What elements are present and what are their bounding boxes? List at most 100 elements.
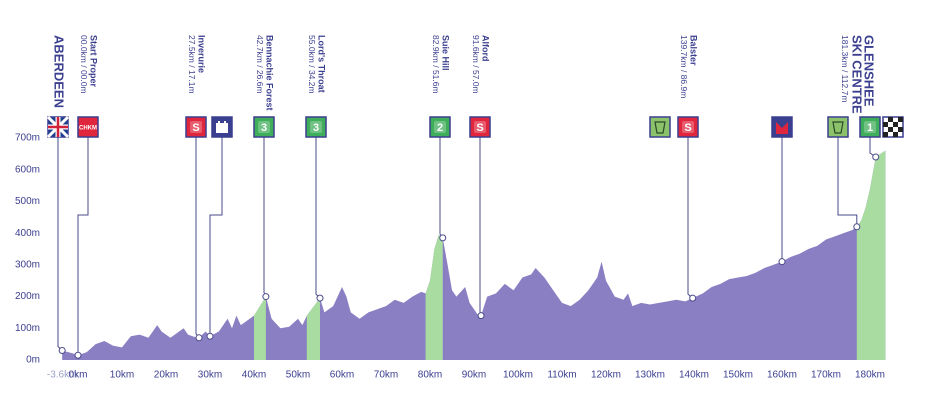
icon-inner <box>258 121 270 133</box>
y-tick-label: 0m <box>26 355 40 366</box>
icon-label: 3 <box>261 122 267 134</box>
icon-label: S <box>476 122 483 134</box>
point <box>477 312 485 320</box>
icon <box>469 116 491 138</box>
x-tick-label: 100km <box>503 370 533 381</box>
climb-area <box>306 298 320 360</box>
point-name: SKI CENTRE <box>850 35 865 114</box>
point <box>853 223 861 231</box>
x-tick-label: 180km <box>855 370 885 381</box>
connector <box>195 137 200 339</box>
x-tick-label: 60km <box>330 370 354 381</box>
x-tick-label: 50km <box>286 370 310 381</box>
connector <box>479 137 482 316</box>
point <box>439 234 447 242</box>
icon-inner <box>682 121 694 133</box>
x-tick-label: 140km <box>679 370 709 381</box>
icon <box>77 116 99 138</box>
x-tick-label: -3.6km <box>47 370 78 381</box>
x-tick-label: 120km <box>591 370 621 381</box>
checker <box>888 117 893 122</box>
checker <box>883 132 888 137</box>
icon-label: S <box>192 122 199 134</box>
icon-label: CHKM <box>79 126 97 132</box>
y-tick-label: 500m <box>15 196 40 207</box>
icon-label: S <box>684 122 691 134</box>
y-tick-label: 600m <box>15 164 40 175</box>
icon-label: 2 <box>437 122 443 134</box>
icon <box>429 116 451 138</box>
feed-shape <box>832 121 844 134</box>
x-tick-label: 150km <box>723 370 753 381</box>
point-distance: 55.0km / 34.2m <box>307 35 317 94</box>
icon <box>859 116 881 138</box>
climb-area <box>856 150 886 360</box>
y-tick-label: 700m <box>15 133 40 144</box>
point-name: GLENSHEE <box>862 35 877 107</box>
icon <box>253 116 275 138</box>
y-tick-label: 200m <box>15 291 40 302</box>
point-name: Bennachie Forest <box>265 35 275 111</box>
checker <box>883 122 888 127</box>
connector <box>837 137 858 227</box>
point-distance: 139.7km / 86.9m <box>679 35 689 98</box>
connector <box>57 137 63 351</box>
x-tick-label: 170km <box>811 370 841 381</box>
point <box>689 294 697 302</box>
point-name: Start Proper <box>89 35 99 88</box>
x-tick-label: 70km <box>374 370 398 381</box>
x-tick-label: 30km <box>198 370 222 381</box>
connector <box>439 137 444 239</box>
connector <box>209 137 223 337</box>
point <box>195 334 203 342</box>
icon <box>305 116 327 138</box>
icon-label: 3 <box>313 122 319 134</box>
point-name: Balster <box>689 35 699 66</box>
profile-area <box>62 150 886 360</box>
connector <box>687 137 694 299</box>
x-tick-label: 160km <box>767 370 797 381</box>
connector <box>77 137 89 356</box>
x-tick-label: 80km <box>418 370 442 381</box>
icon <box>185 116 207 138</box>
point <box>262 293 270 301</box>
icon-inner <box>190 121 202 133</box>
point-distance: 181.3km / 112.7m <box>840 35 850 102</box>
y-tick-label: 300m <box>15 259 40 270</box>
y-tick-label: 400m <box>15 228 40 239</box>
point-name: Alford <box>481 35 491 62</box>
feed-shape <box>654 121 666 134</box>
checker <box>888 127 893 132</box>
point <box>778 258 786 266</box>
checker <box>898 117 903 122</box>
point-name: Suie Hill <box>441 35 451 71</box>
x-tick-label: 20km <box>154 370 178 381</box>
point-distance: 82.9km / 51.6m <box>431 35 441 94</box>
icon-label: 1 <box>867 122 873 134</box>
kom-shape <box>776 122 788 134</box>
feed-icon <box>649 116 671 138</box>
point-distance: 27.5km / 17.1m <box>187 35 197 94</box>
x-tick-label: 90km <box>462 370 486 381</box>
icon-inner <box>864 121 876 133</box>
point <box>74 351 82 359</box>
castle-shape <box>216 121 228 133</box>
point-name: ABERDEEN <box>52 35 67 108</box>
x-tick-label: 10km <box>110 370 134 381</box>
point-name: Inverurie <box>197 35 207 73</box>
climb-area <box>254 296 266 360</box>
point-distance: 91.6km / 57.0m <box>471 35 481 94</box>
point <box>58 346 66 354</box>
checker <box>893 122 898 127</box>
flag-cross <box>48 117 68 137</box>
icon-inner <box>474 121 486 133</box>
x-tick-label: 130km <box>635 370 665 381</box>
point <box>872 153 880 161</box>
point-distance: 42.7km / 26.6m <box>255 35 265 94</box>
icon-inner <box>310 121 322 133</box>
icon <box>677 116 699 138</box>
x-tick-label: 40km <box>242 370 266 381</box>
point-distance: 00.0km / 00.0m <box>79 35 89 94</box>
connector <box>263 137 267 297</box>
